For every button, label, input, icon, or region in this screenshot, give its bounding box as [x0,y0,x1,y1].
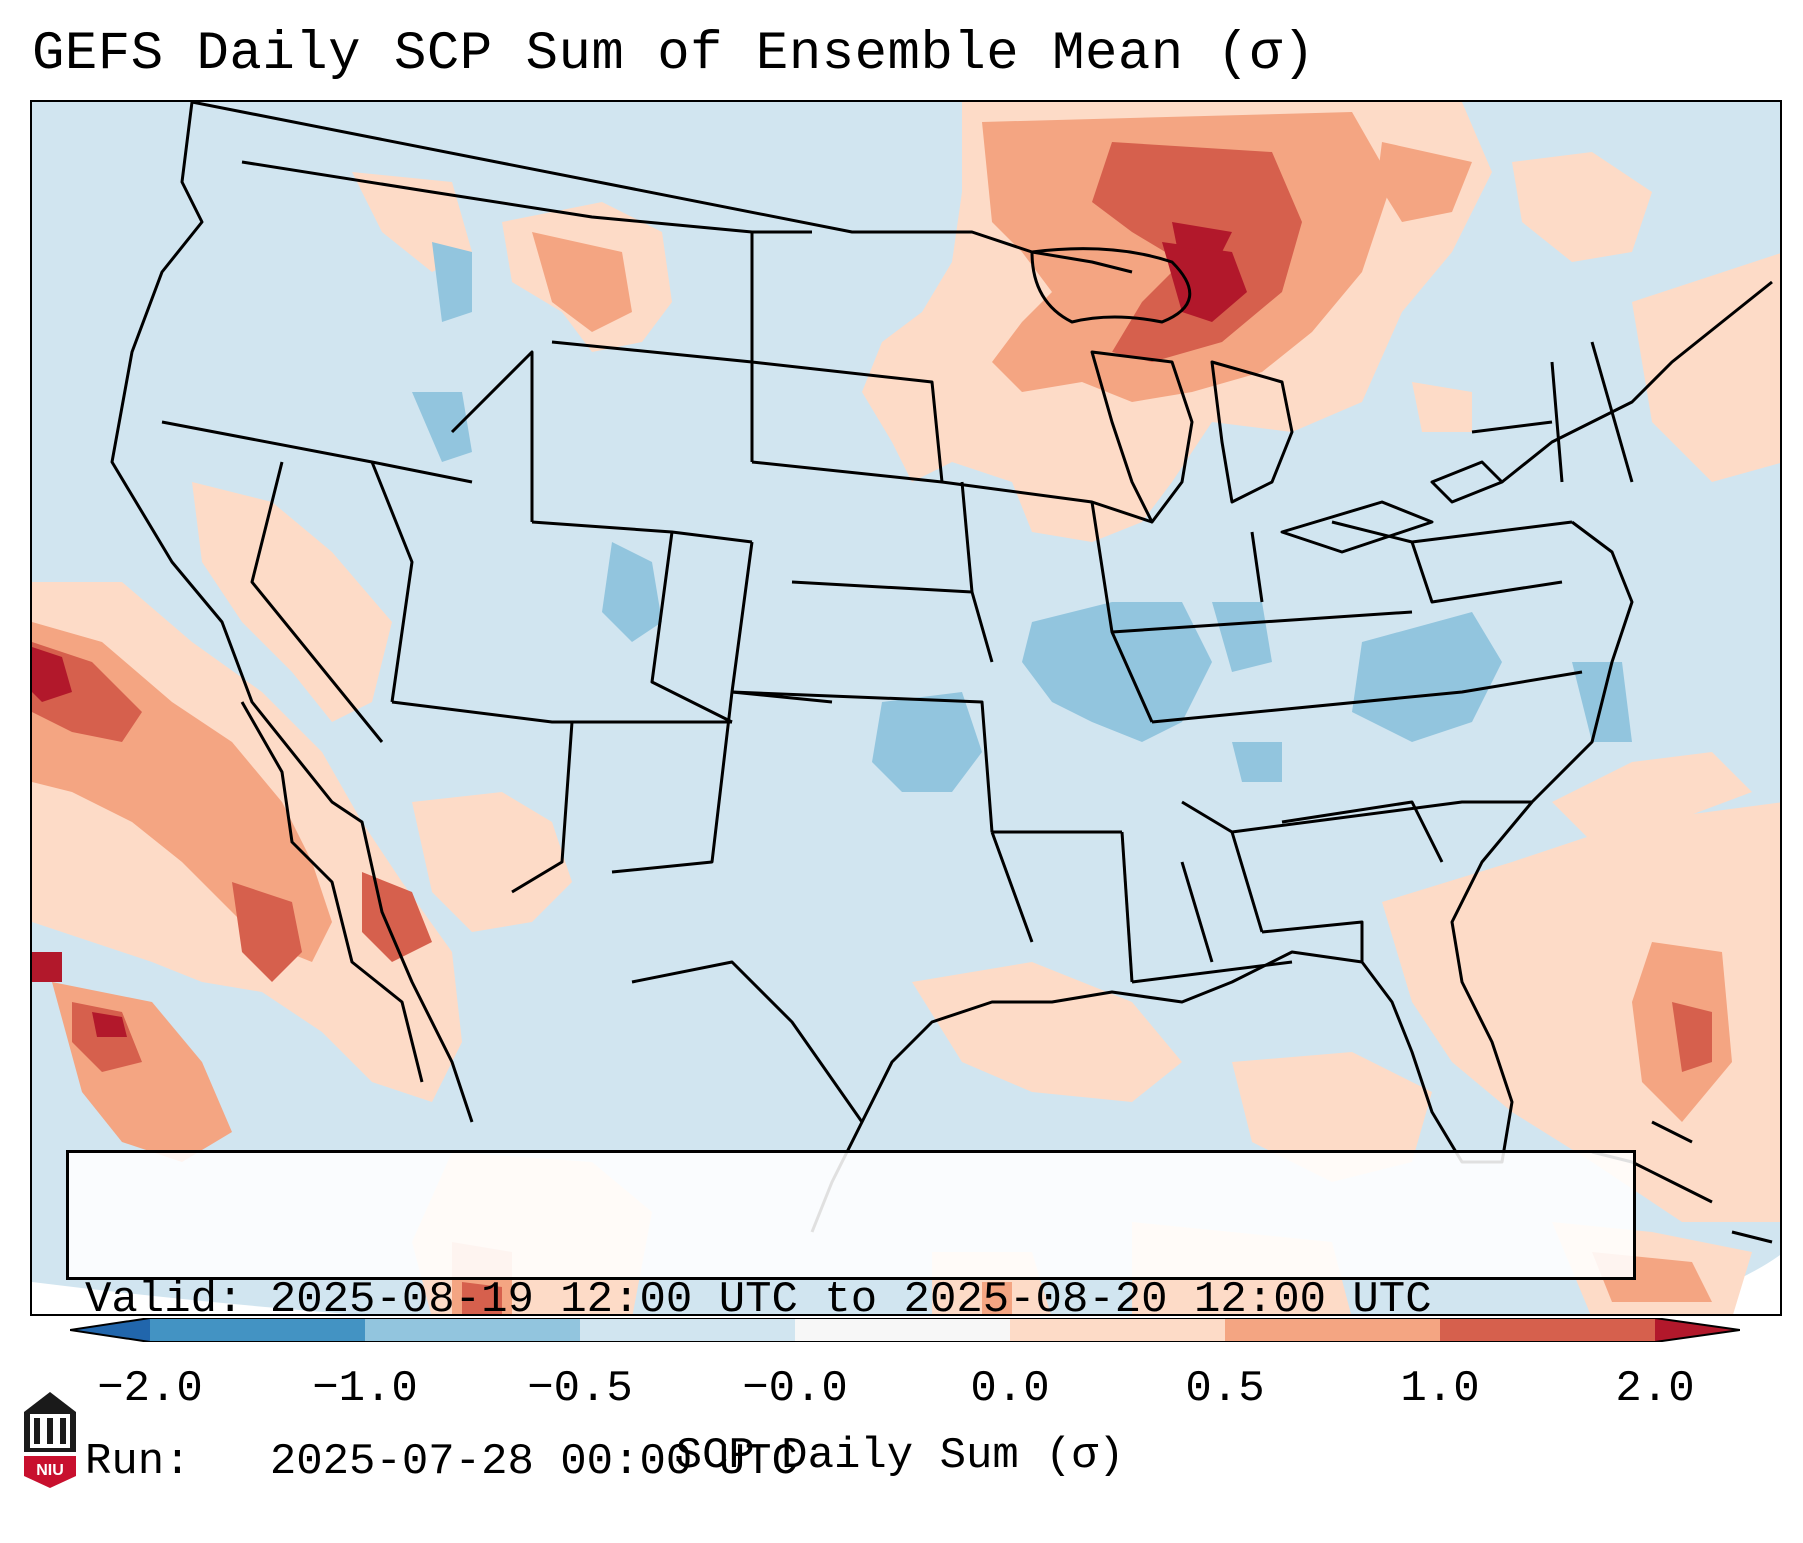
colorbar-segment-1 [150,1318,365,1342]
positive-anomaly-southwest [32,482,572,1162]
colorbar-tick-label: 0.0 [970,1364,1050,1414]
valid-time-box: Valid: 2025-08-19 12:00 UTC to 2025-08-2… [66,1150,1636,1487]
colorbar-tick-label: −2.0 [97,1364,203,1414]
colorbar [70,1318,1740,1342]
negative-anomaly [412,242,1632,792]
colorbar-extend-high [1655,1318,1740,1342]
projection-edge [32,1282,348,1314]
colorbar-segment-5 [1010,1318,1225,1342]
colorbar-segment-4 [795,1318,1010,1342]
colorbar-extend-low [70,1318,150,1342]
colorbar-tick-label: 1.0 [1400,1364,1480,1414]
colorbar-segment-6 [1225,1318,1440,1342]
svg-text:NIU: NIU [36,1462,64,1479]
map-panel[interactable] [30,100,1782,1316]
colorbar-segment-3 [580,1318,795,1342]
colorbar-tick-label: −0.5 [527,1364,633,1414]
colorbar-tick-label: 0.5 [1185,1364,1265,1414]
positive-anomaly-north [862,102,1780,542]
page-title: GEFS Daily SCP Sum of Ensemble Mean (σ) [32,24,1316,85]
run-line: Run: 2025-07-28 00:00 UTC [85,1437,798,1487]
colorbar-label: SCP Daily Sum (σ) [675,1431,1125,1481]
colorbar-segment-2 [365,1318,580,1342]
colorbar-tick-label: −1.0 [312,1364,418,1414]
colorbar-tick-label: 2.0 [1615,1364,1695,1414]
map-canvas [32,102,1780,1314]
positive-anomaly-northern-plains [352,172,672,352]
valid-line: Valid: 2025-08-19 12:00 UTC to 2025-08-2… [85,1275,1432,1325]
colorbar-segment-7 [1440,1318,1655,1342]
colorbar-tick-label: −0.0 [742,1364,848,1414]
projection-edge-right [1650,1254,1780,1314]
niu-logo-icon: NIU [24,1392,76,1488]
